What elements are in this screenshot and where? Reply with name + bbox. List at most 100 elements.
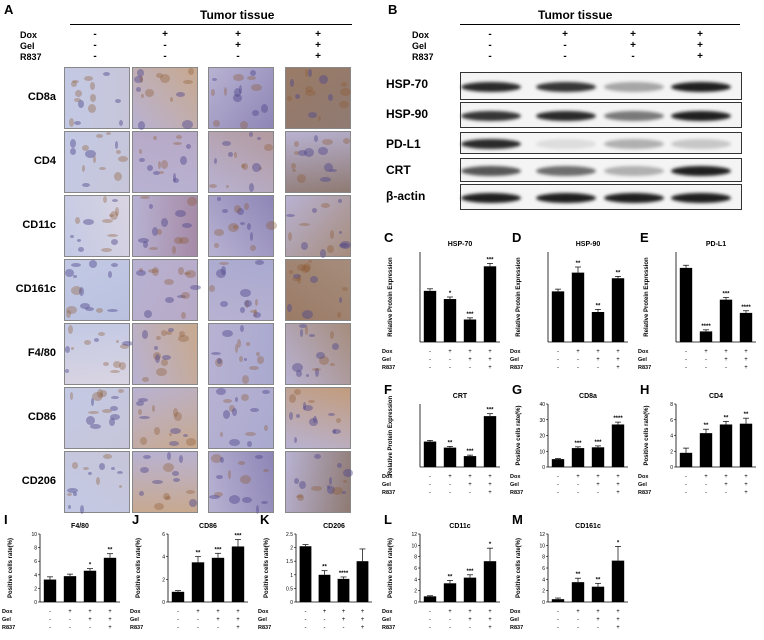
ihc-stain-spot <box>300 329 303 337</box>
condition-sign: + <box>448 609 452 615</box>
ihc-stain-spot <box>97 389 103 398</box>
condition-sign: + <box>596 609 600 615</box>
condition-sign: + <box>196 609 200 615</box>
condition-sign: - <box>429 357 431 363</box>
bar <box>63 576 77 602</box>
ihc-stain-spot <box>152 267 159 276</box>
bar-chart-h: H CD4 Positive cells rate(%) 0 2 4 6 8 ** ** ** Dox… <box>638 382 756 496</box>
ihc-stain-spot <box>332 487 343 495</box>
ihc-stain-spot <box>82 145 89 151</box>
ihc-stain-spot <box>291 163 296 169</box>
condition-sign: + <box>108 617 112 623</box>
protein-band <box>461 139 521 149</box>
condition-sign: + <box>697 40 703 51</box>
ihc-stain-spot <box>187 197 197 206</box>
bar <box>719 299 733 342</box>
ihc-stain-spot <box>330 363 335 366</box>
ihc-image-tile <box>132 195 198 257</box>
ihc-stain-spot <box>182 223 192 228</box>
condition-sign: + <box>724 357 728 363</box>
ihc-stain-spot <box>234 152 237 158</box>
bar <box>591 586 605 602</box>
condition-label: Gel <box>382 357 391 363</box>
ihc-image-tile <box>285 131 351 193</box>
ihc-image-tile <box>285 451 353 513</box>
protein-band <box>604 111 664 121</box>
blot-label: β-actin <box>386 189 426 203</box>
ihc-stain-spot <box>312 208 317 213</box>
ihc-stain-spot <box>240 121 248 129</box>
significance-mark: ** <box>704 423 709 429</box>
condition-label: Dox <box>382 474 393 480</box>
ihc-stain-spot <box>339 101 349 108</box>
bar <box>423 596 437 602</box>
ihc-stain-spot <box>138 409 142 415</box>
chart-title: F4/80 <box>71 523 89 530</box>
ihc-stain-spot <box>292 278 301 281</box>
ihc-stain-spot <box>322 139 333 145</box>
ihc-stain-spot <box>88 104 96 113</box>
ihc-stain-spot <box>303 405 313 411</box>
condition-sign: - <box>557 490 559 496</box>
bar <box>571 582 585 602</box>
ihc-stain-spot <box>116 150 121 154</box>
ihc-stain-spot <box>142 377 149 382</box>
condition-sign: - <box>705 482 707 488</box>
ihc-stain-spot <box>98 332 105 336</box>
y-tick-label: 8 <box>414 555 417 561</box>
condition-label: R837 <box>638 365 651 371</box>
condition-sign: - <box>449 357 451 363</box>
blot-label: PD-L1 <box>386 137 421 151</box>
protein-band <box>604 82 664 92</box>
ihc-stain-spot <box>179 331 185 337</box>
condition-label: Gel <box>258 617 267 623</box>
ihc-stain-spot <box>250 245 256 251</box>
ihc-stain-spot <box>217 358 222 364</box>
ihc-stain-spot <box>168 328 174 332</box>
panel-letter: E <box>640 230 649 245</box>
bar-chart-d: D HSP-90 Relative Protein Expression ** ** **… <box>510 230 628 371</box>
condition-sign: + <box>616 490 620 496</box>
ihc-stain-spot <box>156 336 161 340</box>
ihc-stain-spot <box>140 196 150 199</box>
condition-sign: - <box>69 625 71 631</box>
condition-sign: + <box>630 40 636 51</box>
ihc-stain-spot <box>108 271 112 278</box>
condition-sign: - <box>177 609 179 615</box>
y-tick-label: 2 <box>414 589 417 595</box>
y-tick-label: 0 <box>414 600 417 606</box>
ihc-stain-spot <box>170 97 173 102</box>
ihc-image-tile <box>64 131 130 193</box>
ihc-stain-spot <box>220 432 223 437</box>
ihc-stain-spot <box>139 158 145 162</box>
ihc-stain-spot <box>216 388 226 395</box>
bar <box>443 447 457 467</box>
condition-sign: + <box>616 474 620 480</box>
ihc-stain-spot <box>302 310 313 319</box>
ihc-stain-spot <box>165 297 174 303</box>
ihc-stain-spot <box>247 76 256 80</box>
bar <box>318 574 331 602</box>
y-tick-label: 2 <box>670 449 673 455</box>
ihc-stain-spot <box>140 467 149 473</box>
panel-letter: M <box>512 512 523 527</box>
ihc-stain-spot <box>174 237 183 244</box>
condition-sign: + <box>724 474 728 480</box>
ihc-stain-spot <box>85 150 96 158</box>
protein-band <box>536 111 596 121</box>
ihc-stain-spot <box>226 185 229 188</box>
condition-sign: - <box>685 474 687 480</box>
ihc-stain-spot <box>240 325 244 332</box>
ihc-stain-spot <box>337 463 342 468</box>
ihc-stain-spot <box>140 76 143 83</box>
y-tick-label: 6 <box>414 566 417 572</box>
y-tick-label: 2 <box>542 589 545 595</box>
condition-sign: + <box>596 357 600 363</box>
y-tick-label: 2 <box>34 586 37 592</box>
condition-sign: - <box>577 365 579 371</box>
ihc-stain-spot <box>70 139 76 148</box>
bar <box>679 267 693 342</box>
ihc-stain-spot <box>173 173 176 182</box>
